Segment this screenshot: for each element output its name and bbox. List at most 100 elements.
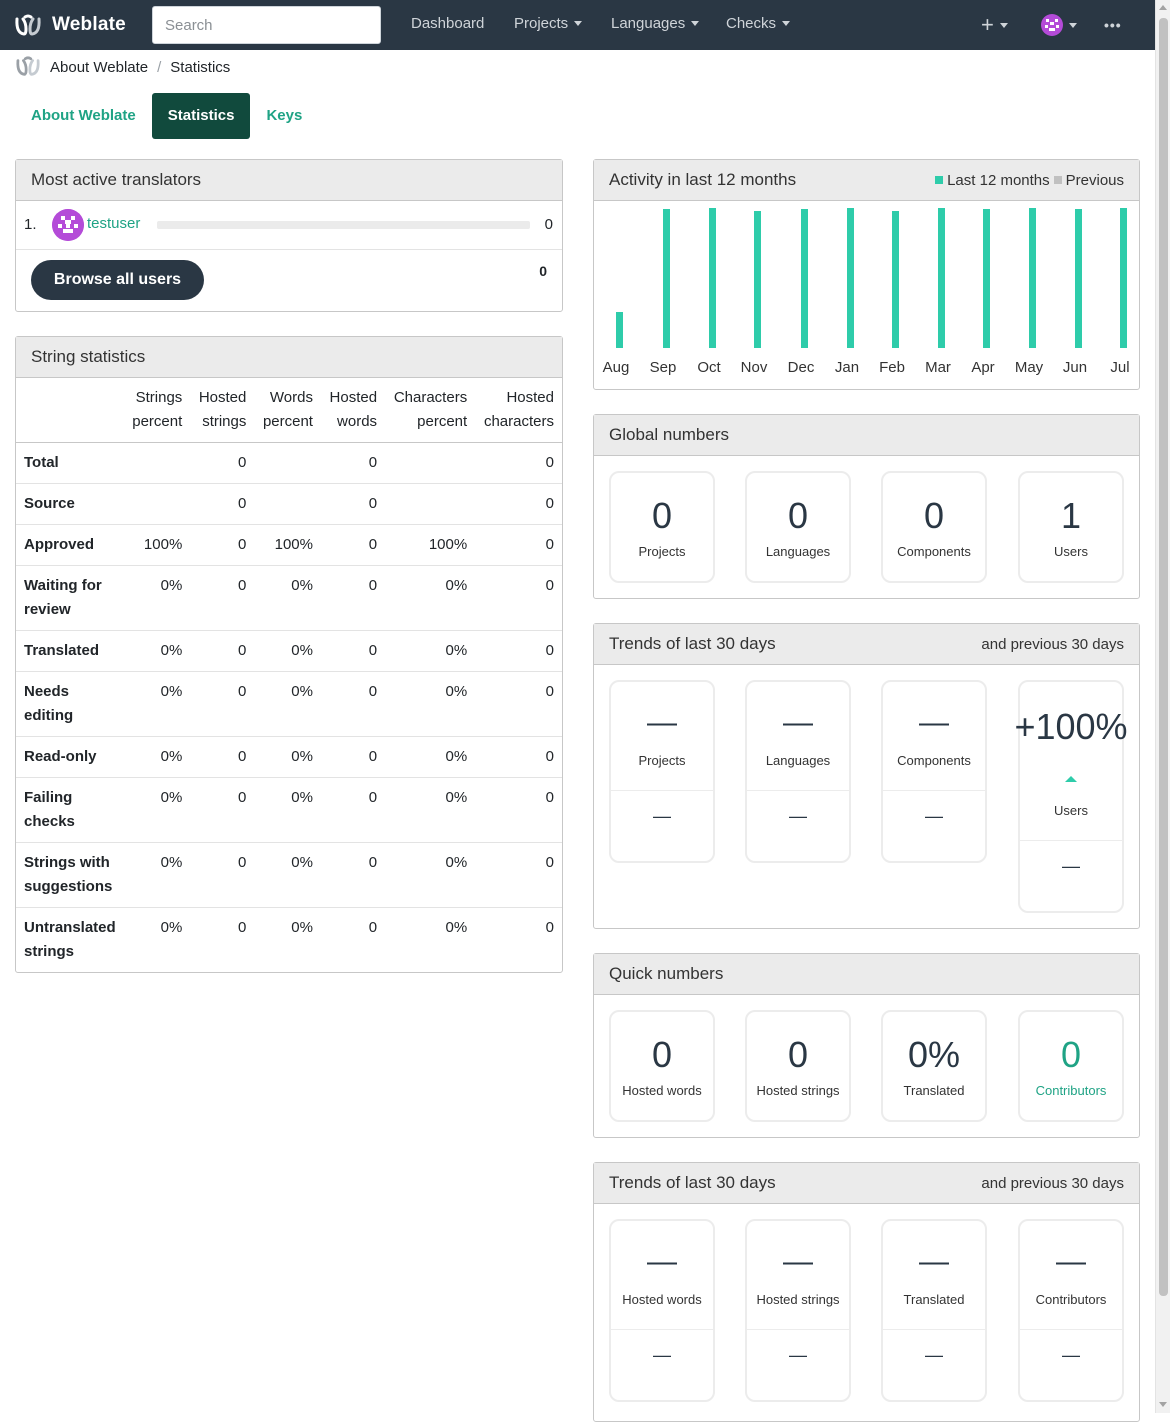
chart-tick-label: Apr — [971, 359, 995, 376]
table-cell: 0 — [190, 671, 255, 737]
table-row: Strings with suggestions 0% 0 0% 0 0% 0 — [16, 842, 562, 908]
panel-header: String statistics — [16, 337, 562, 378]
chart-tick-label: Oct — [697, 359, 721, 376]
chart-bar-current[interactable] — [754, 211, 761, 348]
legend-swatch-current — [935, 176, 944, 184]
chart-bar-current[interactable] — [847, 208, 854, 348]
panel-title: Trends of last 30 days — [609, 634, 776, 653]
stat-value: 1 — [1060, 495, 1082, 536]
trend-value: — — [919, 706, 949, 739]
chart-tick-label: Nov — [740, 359, 768, 376]
column-header-line: percent — [262, 413, 313, 430]
nav-languages-dropdown[interactable]: Languages — [611, 15, 700, 32]
chart-bar-current[interactable] — [892, 211, 899, 348]
breadcrumb-about[interactable]: About Weblate — [50, 58, 149, 76]
table-cell: 0 — [190, 483, 255, 525]
stat-value: 0 — [651, 495, 673, 536]
scroll-up-arrow-icon[interactable] — [1159, 5, 1167, 10]
table-header-row: Strings percent Hosted strings Words percen… — [16, 378, 562, 443]
column-header: Characters percent — [385, 378, 476, 443]
panel-header: Quick numbers — [594, 954, 1139, 995]
scroll-down-arrow-icon[interactable] — [1159, 1402, 1167, 1407]
table-cell: 0 — [190, 842, 255, 908]
stat-card: 0 Components — [881, 471, 987, 583]
table-cell: 0 — [475, 483, 562, 525]
trend-value: +100% — [1014, 706, 1128, 747]
card-divider — [1020, 1329, 1122, 1330]
nav-dashboard[interactable]: Dashboard — [411, 15, 484, 32]
trend-card: +100% Users — — [1014, 680, 1128, 913]
avatar[interactable] — [52, 209, 84, 241]
chart-tick-label: May — [1014, 359, 1044, 376]
chart-bar-current[interactable] — [1120, 208, 1127, 348]
table-cell — [385, 483, 476, 525]
nav-projects-dropdown[interactable]: Projects — [514, 15, 583, 32]
brand-name: Weblate — [52, 14, 126, 35]
top-navbar: Weblate Dashboard Projects Languages Che… — [0, 0, 1155, 50]
row-label: Failing checks — [16, 777, 124, 843]
trend-label: Components — [897, 753, 971, 768]
trend-previous-value: — — [653, 1345, 671, 1365]
column-header: Strings percent — [123, 378, 191, 443]
table-cell: 0% — [123, 671, 191, 737]
trend-previous-value: — — [925, 1345, 943, 1365]
table-cell: 0 — [190, 736, 255, 778]
chart-bar-current[interactable] — [663, 209, 670, 348]
plus-icon: + — [981, 12, 994, 37]
user-rank: 1. — [24, 216, 37, 233]
most-active-panel: Most active translators 1. testuser 0 Br… — [15, 159, 563, 312]
breadcrumb: About Weblate / Statistics — [15, 56, 230, 78]
chart-bar-current[interactable] — [1029, 208, 1036, 348]
page-scrollbar[interactable] — [1155, 0, 1170, 1413]
chart-bar-current[interactable] — [801, 209, 808, 348]
stat-label: Hosted strings — [756, 1083, 840, 1098]
stat-label: Components — [897, 544, 971, 559]
user-menu-dropdown[interactable] — [1041, 0, 1077, 50]
table-cell: 0% — [254, 736, 321, 778]
add-dropdown[interactable]: + — [981, 0, 1008, 50]
chart-bar-current[interactable] — [983, 209, 990, 348]
panel-aside: and previous 30 days — [981, 635, 1124, 653]
column-header-line: strings — [202, 413, 247, 430]
chevron-down-icon — [691, 21, 700, 26]
chart-bar-current[interactable] — [709, 208, 716, 348]
stat-label: Contributors — [1035, 1083, 1107, 1098]
table-cell: 0% — [123, 777, 191, 843]
column-header-line: Hosted — [198, 389, 247, 406]
scrollbar-thumb[interactable] — [1159, 18, 1168, 1296]
row-label: Source — [16, 483, 124, 525]
table-cell: 0 — [190, 777, 255, 843]
contributors-link[interactable]: 0 Contributors — [1018, 1010, 1124, 1122]
table-cell: 0 — [190, 442, 255, 484]
nav-checks-dropdown[interactable]: Checks — [726, 15, 791, 32]
table-cell: 0 — [190, 630, 255, 672]
table-cell: 0% — [445, 919, 468, 936]
column-header-line: Words — [269, 389, 313, 406]
stat-value: 0 — [787, 495, 809, 536]
tab-bar: About Weblate Statistics Keys — [15, 93, 318, 139]
stat-label: Users — [1054, 544, 1088, 559]
table-cell: 0% — [123, 565, 191, 631]
chart-bar-current[interactable] — [938, 208, 945, 348]
breadcrumb-statistics: Statistics — [170, 58, 231, 76]
tab-keys[interactable]: Keys — [266, 107, 303, 124]
trend-value: — — [783, 706, 813, 739]
table-row: Translated 0% 0 0% 0 0% 0 — [16, 630, 562, 672]
search-input[interactable] — [152, 6, 381, 44]
chevron-down-icon — [574, 21, 583, 26]
column-header-line: Hosted — [506, 389, 554, 406]
trend-label: Contributors — [1035, 1292, 1107, 1307]
browse-all-users-button[interactable]: Browse all users — [31, 260, 204, 300]
more-menu-button[interactable]: ••• — [1104, 0, 1122, 50]
chart-bar-current[interactable] — [1075, 209, 1082, 348]
table-cell: 0 — [238, 919, 247, 936]
activity-chart: Aug Sep Oct Nov Dec Jan Feb Mar Apr May Jun Jul — [594, 201, 1139, 389]
table-row: Untranslated strings 0% 0 0% 0 0% 0 — [16, 908, 562, 973]
tab-statistics[interactable]: Statistics — [151, 93, 251, 139]
brand-link[interactable]: Weblate — [14, 11, 126, 39]
tab-about-weblate[interactable]: About Weblate — [31, 107, 136, 124]
user-link[interactable]: testuser — [87, 215, 141, 232]
chart-bar-current[interactable] — [616, 312, 623, 348]
card-divider — [1020, 840, 1122, 841]
card-divider — [611, 1329, 713, 1330]
